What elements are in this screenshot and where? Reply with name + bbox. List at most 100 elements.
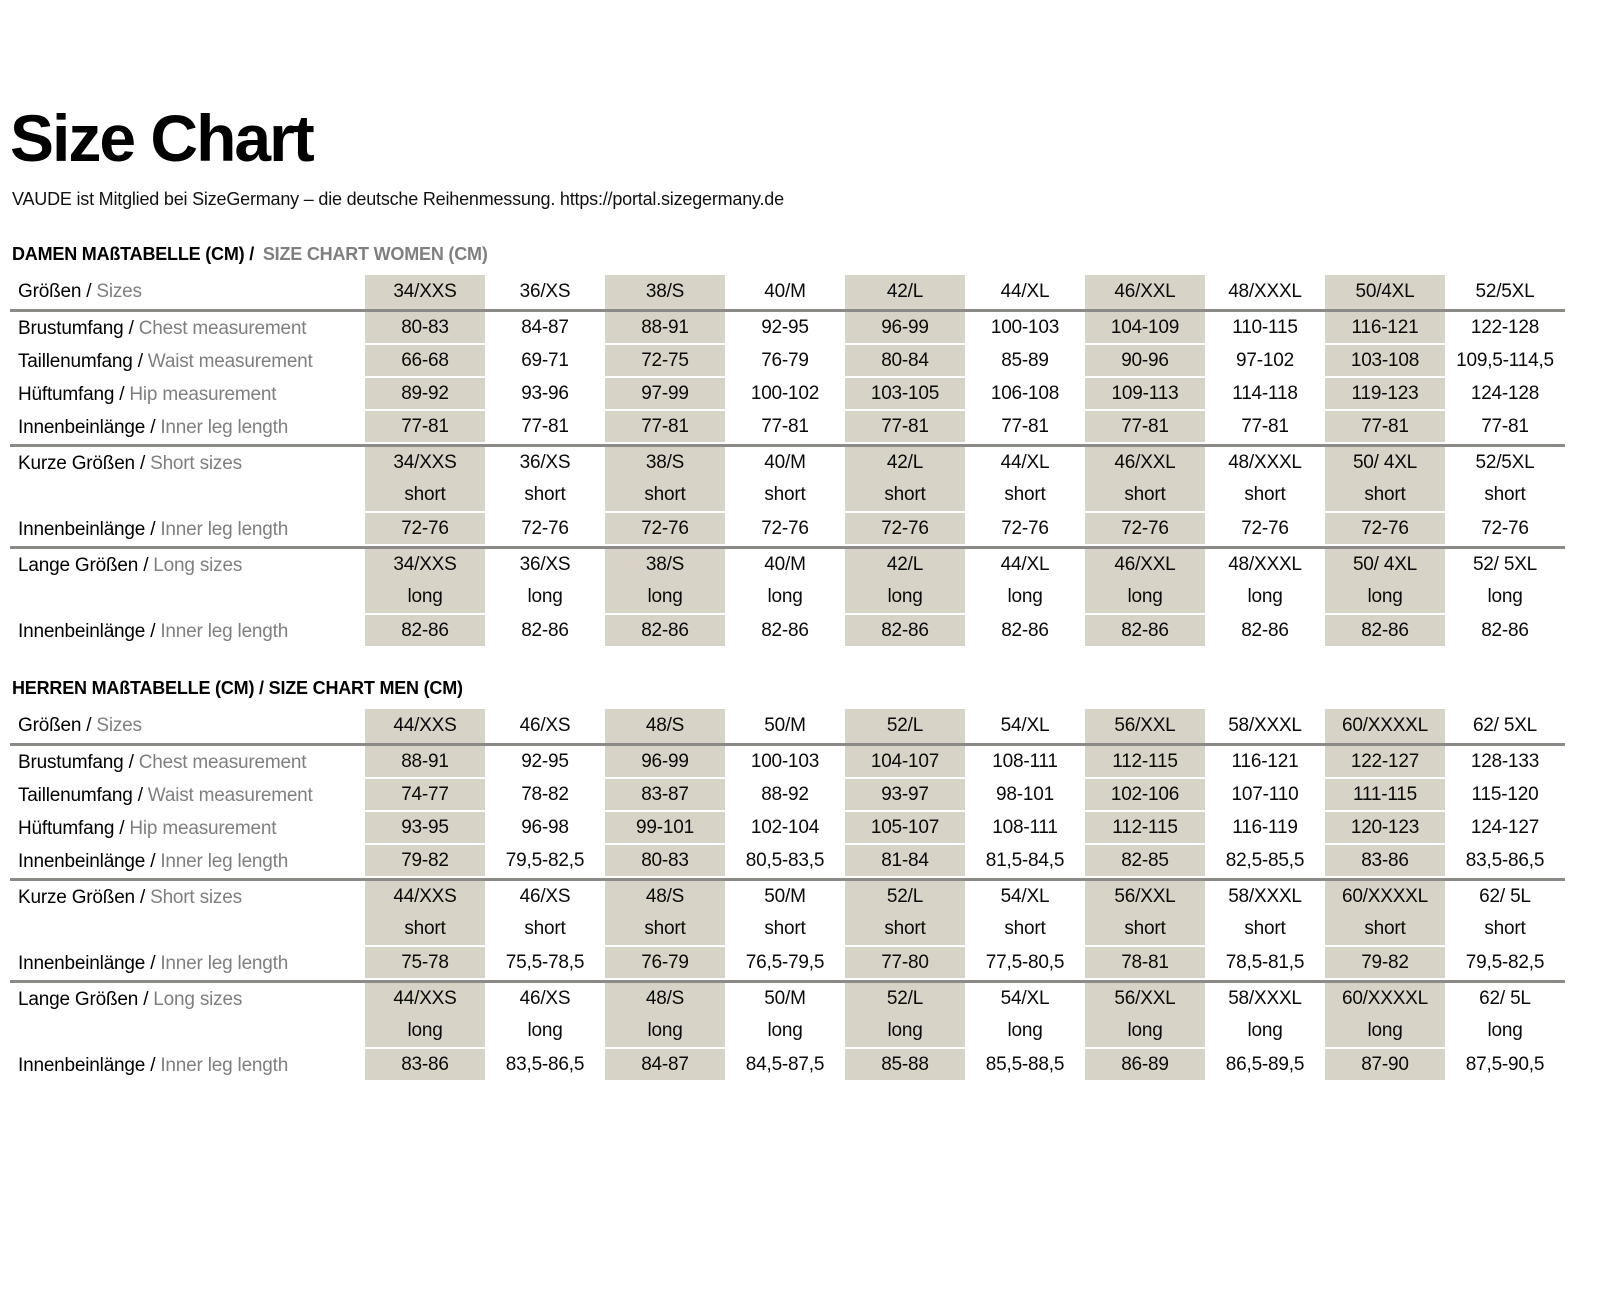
size-header-cell: 54/XL (1000, 715, 1050, 737)
row-label: Lange Größen / Long sizes (10, 549, 365, 582)
section-divider-rule (10, 444, 1565, 448)
row-label-english: Short sizes (150, 886, 242, 908)
cell-line: long (887, 586, 923, 608)
measurement-cell: 72-76 (1085, 513, 1205, 547)
table-row: Brustumfang / Chest measurement 88-91 92-95… (10, 746, 1565, 780)
table-row: Kurze Größen / Short sizes 44/XXS short 46/X… (10, 881, 1565, 948)
measurement-cell: 74-77 (365, 779, 485, 813)
cell-line: short (524, 918, 566, 940)
cell-line: long (527, 586, 563, 608)
measurement-cell: 90-96 (1085, 345, 1205, 379)
cell-line: short (1004, 484, 1046, 506)
row-label-english: Short sizes (150, 452, 242, 474)
cell-line: 44/XXS (393, 988, 457, 1010)
cell-line: 54/XL (1000, 988, 1050, 1010)
measurement-cell: 82-86 (1205, 615, 1325, 649)
measurement-cell: 89-92 (365, 378, 485, 412)
women-section-heading: DAMEN MAßTABELLE (CM) / SIZE CHART WOMEN… (12, 244, 1600, 265)
cell-line: 48/S (645, 886, 685, 908)
cell-line: long (1367, 586, 1403, 608)
measurement-cell: 79-82 (365, 845, 485, 879)
table-row: Lange Größen / Long sizes 44/XXS long 46/XS l… (10, 983, 1565, 1050)
cell-line: 54/XL (1000, 886, 1050, 908)
row-label: Innenbeinlänge / Inner leg length (10, 1049, 365, 1082)
measurement-cell: 96-99 (605, 746, 725, 780)
size-variant-cell: 48/XXXL short (1205, 447, 1325, 514)
measurement-cell: 77-81 (1445, 411, 1565, 445)
row-label-german: Brustumfang / (18, 317, 134, 339)
row-label-english: Waist measurement (147, 350, 313, 372)
cell-line: short (644, 918, 686, 940)
size-header-cell: 40/M (764, 281, 806, 303)
measurement-cell: 88-92 (725, 779, 845, 813)
measurement-cell: 96-98 (485, 812, 605, 846)
size-header-cell: 50/M (764, 715, 806, 737)
measurement-cell: 82-86 (365, 615, 485, 649)
measurement-cell: 82-86 (1445, 615, 1565, 649)
size-variant-cell: 62/ 5L long (1445, 983, 1565, 1050)
measurement-cell: 106-108 (965, 378, 1085, 412)
cell-line: 58/XXXL (1228, 988, 1302, 1010)
measurement-cell: 77-81 (845, 411, 965, 445)
size-header-cell: 50/4XL (1325, 275, 1445, 310)
measurement-cell: 76-79 (605, 947, 725, 981)
size-variant-cell: 60/XXXXL long (1325, 983, 1445, 1050)
row-label-english: Hip measurement (129, 383, 277, 405)
row-label-german: Größen / (18, 280, 92, 302)
measurement-cell: 92-95 (485, 746, 605, 780)
row-label: Hüftumfang / Hip measurement (10, 812, 365, 845)
measurement-cell: 115-120 (1445, 779, 1565, 813)
row-label-german: Innenbeinlänge / (18, 850, 156, 872)
men-heading-german: HERREN MAßTABELLE (CM) / SIZE CHART MEN … (12, 678, 463, 699)
size-variant-cell: 56/XXL long (1085, 983, 1205, 1050)
cell-line: 46/XS (519, 886, 571, 908)
row-label-german: Hüftumfang / (18, 383, 125, 405)
measurement-cell: 79-82 (1325, 947, 1445, 981)
cell-line: 48/XXXL (1228, 452, 1302, 474)
cell-line: short (1124, 918, 1166, 940)
size-header-cell: 34/XXS (365, 275, 485, 310)
row-label-english: Inner leg length (160, 850, 289, 872)
table-row: Hüftumfang / Hip measurement 93-95 96-98 99-… (10, 812, 1565, 846)
measurement-cell: 82-86 (845, 615, 965, 649)
measurement-cell: 72-76 (1445, 513, 1565, 547)
measurement-cell: 100-103 (965, 312, 1085, 346)
cell-line: short (884, 484, 926, 506)
measurement-cell: 72-76 (725, 513, 845, 547)
measurement-cell: 83-86 (365, 1049, 485, 1083)
measurement-cell: 112-115 (1085, 746, 1205, 780)
measurement-cell: 79,5-82,5 (1445, 947, 1565, 981)
row-label-english: Sizes (96, 280, 142, 302)
cell-line: 42/L (886, 554, 924, 576)
row-label-german: Innenbeinlänge / (18, 952, 156, 974)
size-variant-cell: 52/ 5XL long (1445, 549, 1565, 616)
table-row: Taillenumfang / Waist measurement 66-68 69-… (10, 345, 1565, 379)
size-header-cell: 38/S (605, 275, 725, 310)
measurement-cell: 84-87 (485, 312, 605, 346)
size-variant-cell: 52/L short (845, 881, 965, 948)
size-header-cell: 58/XXXL (1228, 715, 1302, 737)
measurement-cell: 77,5-80,5 (965, 947, 1085, 981)
measurement-cell: 88-91 (605, 312, 725, 346)
cell-line: long (407, 1020, 443, 1042)
measurement-cell: 116-119 (1205, 812, 1325, 846)
cell-line: short (1124, 484, 1166, 506)
cell-line: short (1244, 484, 1286, 506)
measurement-cell: 116-121 (1205, 746, 1325, 780)
size-variant-cell: 46/XS long (485, 983, 605, 1050)
measurement-cell: 78,5-81,5 (1205, 947, 1325, 981)
cell-line: long (887, 1020, 923, 1042)
size-header-cell: 52/5XL (1475, 281, 1535, 303)
cell-line: 40/M (764, 554, 806, 576)
row-label-english: Inner leg length (160, 1054, 289, 1076)
women-section: DAMEN MAßTABELLE (CM) / SIZE CHART WOMEN… (10, 244, 1600, 649)
measurement-cell: 85-88 (845, 1049, 965, 1083)
measurement-cell: 112-115 (1085, 812, 1205, 846)
size-variant-cell: 50/ 4XL long (1325, 549, 1445, 616)
measurement-cell: 76,5-79,5 (725, 947, 845, 981)
measurement-cell: 80-83 (365, 312, 485, 346)
measurement-cell: 72-76 (1205, 513, 1325, 547)
cell-line: 48/XXXL (1228, 554, 1302, 576)
size-variant-cell: 46/XXL long (1085, 549, 1205, 616)
measurement-cell: 97-99 (605, 378, 725, 412)
